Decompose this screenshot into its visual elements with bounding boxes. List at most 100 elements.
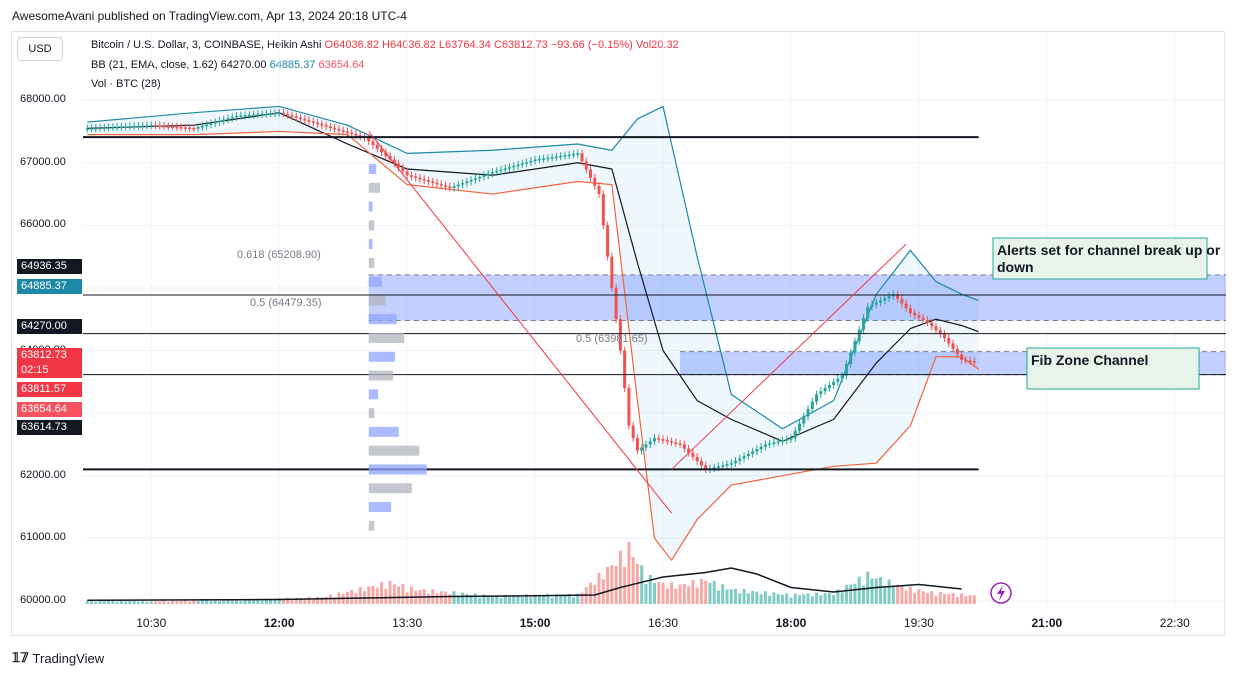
volume-bar xyxy=(217,601,221,604)
volume-bar xyxy=(938,591,942,604)
candle-body xyxy=(196,127,200,129)
candle-body xyxy=(759,446,763,450)
candle-body xyxy=(921,317,925,321)
volume-bar xyxy=(367,586,371,604)
volume-profile-bar xyxy=(368,295,386,306)
bb-basis-line xyxy=(87,112,979,442)
volume-ma-line xyxy=(87,567,962,601)
candle-body xyxy=(294,116,298,118)
candle-body xyxy=(136,125,140,128)
candle-body xyxy=(644,444,648,448)
candle-body xyxy=(486,173,490,176)
candle-body xyxy=(375,145,379,149)
volume-bar xyxy=(299,597,303,604)
volume-bar xyxy=(520,597,524,604)
volume-bar xyxy=(793,593,797,604)
candle-body xyxy=(397,163,401,168)
candle-body xyxy=(691,452,695,457)
candle-body xyxy=(576,153,580,155)
candle-body xyxy=(354,133,358,136)
volume-bar xyxy=(810,596,814,604)
candle-body xyxy=(648,441,652,445)
volume-bar xyxy=(209,601,213,604)
volume-bar xyxy=(725,589,729,604)
candle-body xyxy=(316,122,320,125)
candle-body xyxy=(371,141,375,146)
volume-profile-bar xyxy=(368,389,379,400)
candle-body xyxy=(640,447,644,451)
candle-body xyxy=(896,294,900,299)
volume-profile-bar xyxy=(368,164,377,175)
candle-body xyxy=(281,112,285,115)
candle-body xyxy=(162,125,166,128)
candle-body xyxy=(780,440,784,442)
volume-bar xyxy=(610,565,614,604)
legend-bb-label[interactable]: BB (21, EMA, close, 1.62) xyxy=(91,59,218,71)
volume-bar xyxy=(648,574,652,604)
candle-body xyxy=(606,225,610,257)
volume-bar xyxy=(115,601,119,604)
volume-bar xyxy=(239,601,243,604)
candle-body xyxy=(832,381,836,385)
candle-body xyxy=(772,442,776,444)
volume-bar xyxy=(281,599,285,604)
candle-body xyxy=(90,128,94,130)
currency-button[interactable]: USD xyxy=(17,37,63,61)
candle-body xyxy=(938,330,942,335)
volume-bar xyxy=(708,583,712,604)
volume-bar xyxy=(861,585,865,604)
volume-bar xyxy=(388,580,392,604)
volume-bar xyxy=(751,591,755,604)
candle-body xyxy=(264,113,268,116)
volume-profile-bar xyxy=(368,333,405,343)
candle-body xyxy=(546,157,550,160)
candle-body xyxy=(230,117,234,119)
volume-bar xyxy=(729,589,733,604)
volume-bar xyxy=(320,597,324,604)
legend-vol-label[interactable]: Vol · BTC (28) xyxy=(91,78,161,90)
candle-body xyxy=(107,127,111,129)
candle-body xyxy=(149,125,153,127)
volume-bar xyxy=(111,600,115,604)
time-axis-tick: 10:30 xyxy=(136,616,167,630)
candle-body xyxy=(870,304,874,307)
candle-body xyxy=(674,442,678,444)
candle-body xyxy=(175,126,179,129)
candle-body xyxy=(448,186,452,189)
volume-profile-bar xyxy=(368,426,399,437)
volume-profile-bar xyxy=(368,370,394,381)
tradingview-logo[interactable]: 𝟙𝟟 TradingView xyxy=(12,650,104,666)
candle-body xyxy=(819,391,823,395)
candle-body xyxy=(414,176,418,179)
candle-body xyxy=(512,165,516,168)
candle-body xyxy=(785,439,789,441)
volume-bar xyxy=(444,591,448,604)
volume-bar xyxy=(371,585,375,604)
candle-body xyxy=(128,126,132,128)
candle-body xyxy=(490,172,494,174)
volume-bar xyxy=(559,595,563,604)
candle-body xyxy=(243,115,247,117)
volume-bar xyxy=(350,590,354,604)
fib-label-0618: 0.618 (65208.90) xyxy=(237,249,321,261)
volume-bar xyxy=(627,541,631,604)
volume-bar xyxy=(853,583,857,604)
volume-bar xyxy=(269,599,273,604)
candle-body xyxy=(789,438,793,440)
price-axis-tick: 68000.00 xyxy=(20,93,66,106)
volume-profile-bar xyxy=(368,483,412,494)
time-axis-tick: 16:30 xyxy=(648,616,679,630)
price-axis-tick: 60000.00 xyxy=(20,593,66,606)
candle-body xyxy=(908,308,912,313)
candle-body xyxy=(205,124,209,127)
volume-bar xyxy=(529,597,533,604)
volume-bar xyxy=(461,592,465,604)
legend-bb-basis: 64270.00 xyxy=(220,59,267,71)
volume-bar xyxy=(162,600,166,604)
legend-symbol[interactable]: Bitcoin / U.S. Dollar, 3, COINBASE, Heik… xyxy=(91,39,322,51)
candle-body xyxy=(699,461,703,466)
volume-bar xyxy=(759,594,763,604)
volume-bar xyxy=(699,578,703,604)
time-axis-tick: 13:30 xyxy=(392,616,423,630)
